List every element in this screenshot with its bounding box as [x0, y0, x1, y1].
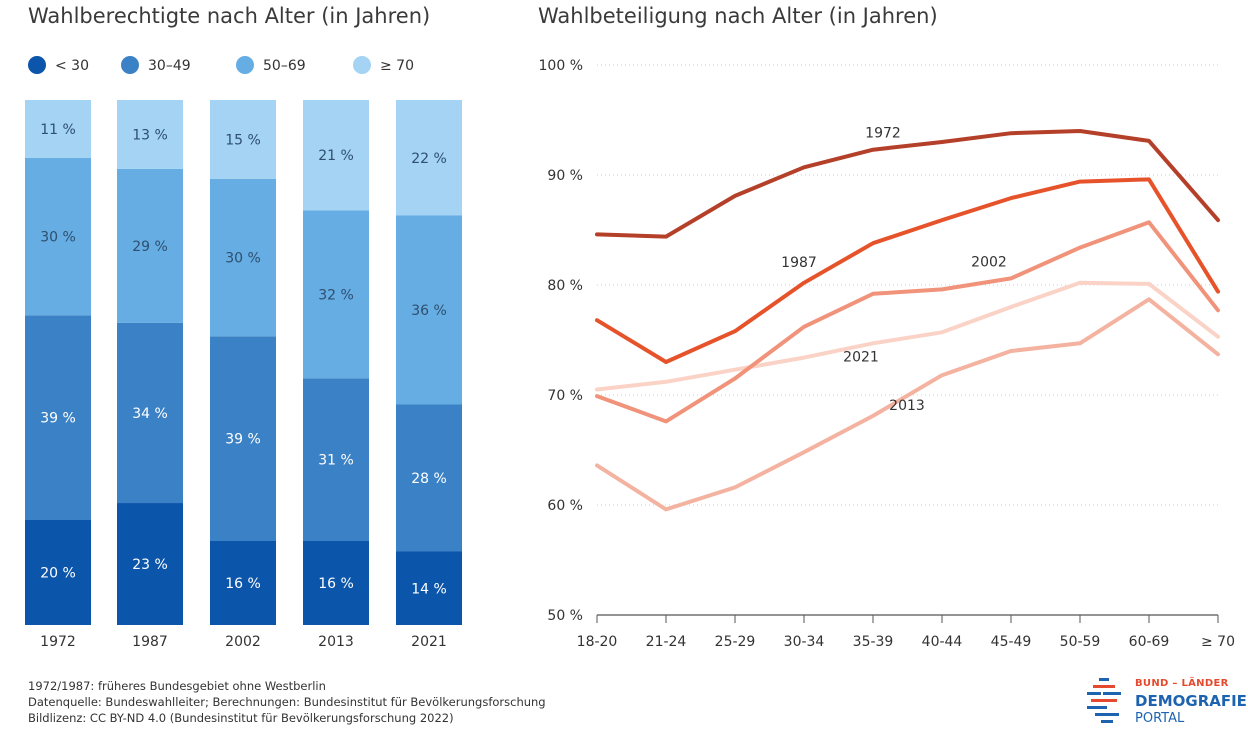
bar-label-2013-3: 21 %	[318, 148, 354, 164]
legend-label-3: ≥ 70	[380, 58, 414, 74]
bar-label-1987-2: 29 %	[132, 239, 168, 255]
x-tick-label-7: 50-59	[1060, 634, 1101, 650]
bar-label-2021-1: 28 %	[411, 471, 447, 487]
bar-1987-1	[117, 322, 183, 504]
bar-2013-3	[303, 100, 369, 211]
bar-category-2002: 2002	[225, 634, 261, 650]
logo-mark-icon	[1087, 678, 1121, 723]
bar-2002-2	[210, 178, 276, 337]
legend-marker-2	[236, 56, 254, 74]
bar-label-1972-2: 30 %	[40, 230, 76, 246]
bar-label-1972-3: 11 %	[40, 122, 76, 138]
logo-line2: DEMOGRAFIE	[1135, 692, 1247, 710]
bar-label-2013-0: 16 %	[318, 576, 354, 592]
bar-1972-3	[25, 100, 91, 158]
series-line-2013	[595, 297, 1220, 512]
y-tick-label-2: 70 %	[547, 388, 583, 404]
legend-label-0: < 30	[55, 58, 89, 74]
bar-label-2021-3: 22 %	[411, 151, 447, 167]
y-tick-label-3: 80 %	[547, 278, 583, 294]
bar-category-1987: 1987	[132, 634, 168, 650]
bar-2013-0	[303, 541, 369, 625]
series-line-2002	[595, 220, 1220, 424]
series-label-1972: 1972	[865, 126, 901, 142]
bar-2002-1	[210, 336, 276, 541]
bar-label-2013-2: 32 %	[318, 287, 354, 303]
bar-label-2002-3: 15 %	[225, 132, 261, 148]
left-chart-title: Wahlberechtigte nach Alter (in Jahren)	[28, 4, 431, 28]
legend-label-1: 30–49	[148, 58, 191, 74]
bar-2002-0	[210, 541, 276, 625]
bar-1987-0	[117, 503, 183, 625]
bar-category-2021: 2021	[411, 634, 447, 650]
logo-line1: BUND – LÄNDER	[1135, 678, 1229, 689]
legend-label-2: 50–69	[263, 58, 306, 74]
x-tick-label-5: 40-44	[922, 634, 963, 650]
x-tick-label-9: ≥ 70	[1201, 634, 1235, 650]
bar-label-1987-0: 23 %	[132, 557, 168, 573]
bar-1972-0	[25, 520, 91, 625]
legend-marker-1	[121, 56, 139, 74]
y-tick-label-5: 100 %	[539, 58, 583, 74]
x-tick-label-4: 35-39	[853, 634, 894, 650]
bar-category-1972: 1972	[40, 634, 76, 650]
y-tick-label-0: 50 %	[547, 608, 583, 624]
bar-label-1987-1: 34 %	[132, 406, 168, 422]
bar-2013-2	[303, 210, 369, 379]
footer-license: Bildlizenz: CC BY-ND 4.0 (Bundesinstitut…	[28, 711, 454, 725]
bar-1987-3	[117, 100, 183, 169]
bar-label-2002-1: 39 %	[225, 432, 261, 448]
bar-label-1972-0: 20 %	[40, 566, 76, 582]
footer-source: Datenquelle: Bundeswahlleiter; Berechnun…	[28, 695, 546, 709]
footer-note: 1972/1987: früheres Bundesgebiet ohne We…	[28, 679, 326, 693]
series-label-2021: 2021	[843, 349, 879, 365]
x-tick-label-1: 21-24	[646, 634, 687, 650]
bar-2002-3	[210, 100, 276, 179]
bar-label-2002-0: 16 %	[225, 576, 261, 592]
bar-2021-1	[396, 404, 462, 552]
bar-2021-0	[396, 551, 462, 625]
demografie-portal-logo: BUND – LÄNDER DEMOGRAFIE PORTAL	[1087, 676, 1247, 732]
right-chart-title: Wahlbeteiligung nach Alter (in Jahren)	[538, 4, 938, 28]
bar-label-2002-2: 30 %	[225, 251, 261, 267]
bar-label-2013-1: 31 %	[318, 453, 354, 469]
footer: 1972/1987: früheres Bundesgebiet ohne We…	[28, 678, 546, 726]
series-line-1972	[595, 129, 1220, 239]
y-tick-label-1: 60 %	[547, 498, 583, 514]
logo-line3: PORTAL	[1135, 711, 1185, 726]
series-label-2013: 2013	[889, 398, 925, 414]
series-line-1987	[595, 177, 1220, 364]
legend-marker-0	[28, 56, 46, 74]
bar-label-2021-2: 36 %	[411, 303, 447, 319]
bar-1972-1	[25, 315, 91, 520]
bar-2021-2	[396, 215, 462, 405]
x-tick-label-3: 30-34	[784, 634, 825, 650]
series-label-2002: 2002	[971, 254, 1007, 270]
bar-2013-1	[303, 378, 369, 541]
series-label-1987: 1987	[781, 255, 817, 271]
bar-1972-2	[25, 157, 91, 316]
x-tick-label-6: 45-49	[991, 634, 1032, 650]
y-tick-label-4: 90 %	[547, 168, 583, 184]
bar-label-1987-3: 13 %	[132, 127, 168, 143]
x-tick-label-0: 18-20	[577, 634, 618, 650]
bar-2021-3	[396, 100, 462, 216]
x-tick-label-8: 60-69	[1129, 634, 1170, 650]
bar-label-1972-1: 39 %	[40, 411, 76, 427]
series-line-2021	[595, 280, 1220, 392]
bar-category-2013: 2013	[318, 634, 354, 650]
legend-marker-3	[353, 56, 371, 74]
x-tick-label-2: 25-29	[715, 634, 756, 650]
bar-1987-2	[117, 168, 183, 323]
bar-label-2021-0: 14 %	[411, 581, 447, 597]
